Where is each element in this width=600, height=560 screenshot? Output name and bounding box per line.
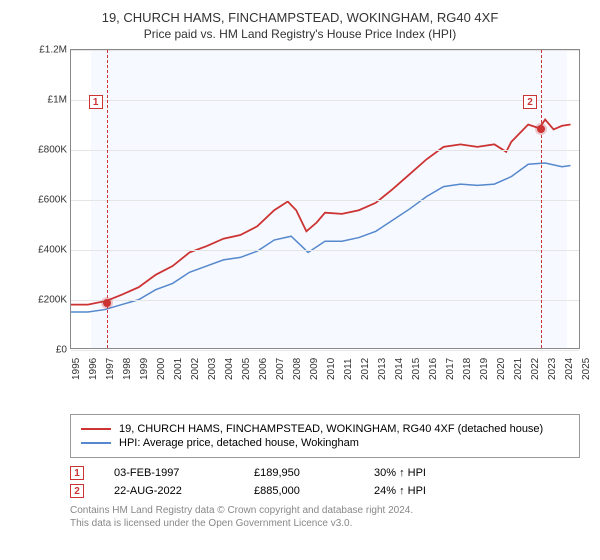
series-line: [71, 120, 571, 305]
x-axis-label: 2000: [156, 350, 167, 380]
x-axis-label: 2012: [360, 350, 371, 380]
sale-marker-box: 2: [523, 95, 537, 109]
sale-delta: 24% ↑ HPI: [374, 485, 426, 497]
x-axis-label: 2003: [207, 350, 218, 380]
legend-item: 19, CHURCH HAMS, FINCHAMPSTEAD, WOKINGHA…: [81, 423, 569, 435]
grid-line: [71, 250, 579, 251]
chart-title: 19, CHURCH HAMS, FINCHAMPSTEAD, WOKINGHA…: [10, 10, 590, 25]
y-axis-label: £200K: [31, 295, 67, 306]
x-axis-label: 2018: [462, 350, 473, 380]
y-axis-label: £1.2M: [31, 45, 67, 56]
sale-index-box: 2: [70, 484, 84, 498]
x-axis-label: 2020: [496, 350, 507, 380]
series-line: [71, 163, 571, 312]
y-axis-label: £400K: [31, 245, 67, 256]
x-axis-label: 2004: [224, 350, 235, 380]
x-axis-label: 2021: [513, 350, 524, 380]
x-axis-label: 1996: [88, 350, 99, 380]
sale-date: 22-AUG-2022: [114, 485, 224, 497]
x-axis-label: 2017: [445, 350, 456, 380]
plot-area: £0£200K£400K£600K£800K£1M£1.2M1995199619…: [70, 49, 580, 349]
grid-line: [71, 200, 579, 201]
legend-label: HPI: Average price, detached house, Woki…: [119, 437, 359, 449]
sale-date: 03-FEB-1997: [114, 467, 224, 479]
grid-line: [71, 100, 579, 101]
sale-marker-box: 1: [89, 95, 103, 109]
sale-point-dot: [103, 299, 111, 307]
x-axis-label: 2015: [411, 350, 422, 380]
x-axis-label: 1998: [122, 350, 133, 380]
x-axis-label: 2008: [292, 350, 303, 380]
x-axis-label: 2006: [258, 350, 269, 380]
sale-index-box: 1: [70, 466, 84, 480]
attribution-text: Contains HM Land Registry data © Crown c…: [70, 504, 590, 530]
x-axis-label: 2014: [394, 350, 405, 380]
x-axis-label: 1995: [71, 350, 82, 380]
x-axis-label: 2016: [428, 350, 439, 380]
grid-line: [71, 50, 579, 51]
grid-line: [71, 150, 579, 151]
x-axis-label: 2009: [309, 350, 320, 380]
x-axis-label: 2019: [479, 350, 490, 380]
line-series-svg: [71, 50, 579, 348]
legend-box: 19, CHURCH HAMS, FINCHAMPSTEAD, WOKINGHA…: [70, 414, 580, 458]
x-axis-label: 2023: [547, 350, 558, 380]
y-axis-label: £1M: [31, 95, 67, 106]
sales-table: 1 03-FEB-1997 £189,950 30% ↑ HPI 2 22-AUG-202…: [70, 466, 580, 498]
x-axis-label: 1997: [105, 350, 116, 380]
y-axis-label: £0: [31, 345, 67, 356]
sale-row: 1 03-FEB-1997 £189,950 30% ↑ HPI: [70, 466, 580, 480]
legend-label: 19, CHURCH HAMS, FINCHAMPSTEAD, WOKINGHA…: [119, 423, 543, 435]
grid-line: [71, 300, 579, 301]
sale-row: 2 22-AUG-2022 £885,000 24% ↑ HPI: [70, 484, 580, 498]
legend-swatch: [81, 442, 111, 444]
sale-point-dot: [537, 125, 545, 133]
y-axis-label: £600K: [31, 195, 67, 206]
x-axis-label: 2013: [377, 350, 388, 380]
chart-subtitle: Price paid vs. HM Land Registry's House …: [10, 27, 590, 41]
x-axis-label: 2007: [275, 350, 286, 380]
x-axis-label: 2022: [530, 350, 541, 380]
chart-container: 19, CHURCH HAMS, FINCHAMPSTEAD, WOKINGHA…: [0, 0, 600, 560]
x-axis-label: 2025: [581, 350, 592, 380]
title-block: 19, CHURCH HAMS, FINCHAMPSTEAD, WOKINGHA…: [10, 10, 590, 41]
x-axis-label: 2024: [564, 350, 575, 380]
sale-delta: 30% ↑ HPI: [374, 467, 426, 479]
x-axis-label: 2005: [241, 350, 252, 380]
x-axis-label: 2002: [190, 350, 201, 380]
y-axis-label: £800K: [31, 145, 67, 156]
sale-marker-line: [541, 50, 542, 348]
sale-price: £189,950: [254, 467, 344, 479]
chart-area: £0£200K£400K£600K£800K£1M£1.2M1995199619…: [30, 49, 590, 379]
sale-price: £885,000: [254, 485, 344, 497]
x-axis-label: 1999: [139, 350, 150, 380]
x-axis-label: 2001: [173, 350, 184, 380]
legend-item: HPI: Average price, detached house, Woki…: [81, 437, 569, 449]
x-axis-label: 2011: [343, 350, 354, 380]
x-axis-label: 2010: [326, 350, 337, 380]
attribution-line2: This data is licensed under the Open Gov…: [70, 517, 590, 530]
attribution-line1: Contains HM Land Registry data © Crown c…: [70, 504, 590, 517]
legend-swatch: [81, 428, 111, 430]
